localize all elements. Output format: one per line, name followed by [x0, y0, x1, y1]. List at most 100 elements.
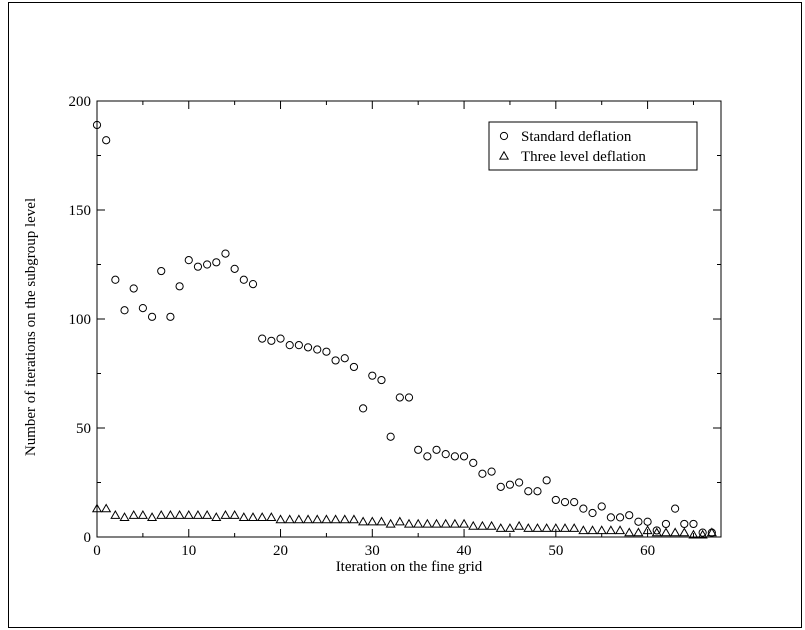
data-point-circle: [625, 511, 634, 520]
data-point-circle: [524, 487, 533, 496]
data-point-circle: [349, 362, 359, 372]
data-point-triangle: [229, 509, 240, 519]
data-point-triangle: [183, 509, 194, 519]
data-point-triangle: [624, 527, 635, 537]
data-point-triangle: [587, 525, 598, 535]
data-point-circle: [340, 354, 349, 363]
data-point-circle: [542, 476, 551, 485]
data-point-circle: [487, 467, 496, 476]
data-point-triangle: [403, 518, 415, 528]
data-point-circle: [258, 334, 267, 343]
data-point-triangle: [119, 512, 130, 522]
legend-label: Standard deflation: [521, 129, 632, 145]
y-tick-label: 0: [84, 530, 92, 546]
data-point-circle: [267, 336, 276, 345]
data-point-circle: [515, 478, 524, 487]
data-point-circle: [212, 258, 221, 267]
data-point-triangle: [642, 525, 653, 535]
data-point-triangle: [532, 523, 543, 532]
data-point-triangle: [605, 525, 616, 535]
data-point-circle: [285, 341, 294, 350]
data-point-triangle: [302, 514, 314, 524]
data-point-circle: [414, 445, 423, 454]
y-tick-label: 200: [69, 94, 92, 110]
data-point-triangle: [266, 512, 277, 522]
data-point-circle: [368, 371, 377, 380]
data-point-circle: [432, 445, 441, 454]
x-tick-label: 0: [93, 543, 101, 559]
data-point-triangle: [358, 516, 369, 526]
data-point-triangle: [330, 514, 341, 524]
data-point-circle: [423, 452, 432, 461]
data-point-triangle: [348, 514, 360, 524]
legend-label: Three level deflation: [521, 149, 646, 165]
data-point-circle: [203, 260, 212, 269]
data-point-triangle: [458, 518, 470, 528]
data-point-triangle: [174, 509, 185, 519]
data-point-circle: [175, 282, 184, 291]
x-tick-label: 20: [273, 543, 288, 559]
data-point-triangle: [91, 503, 103, 513]
data-point-circle: [597, 502, 606, 511]
data-point-triangle: [523, 523, 534, 532]
data-point-triangle: [614, 525, 626, 535]
data-point-circle: [643, 517, 652, 526]
data-point-triangle: [559, 523, 571, 532]
data-point-circle: [634, 517, 643, 526]
data-point-circle: [303, 343, 313, 352]
data-point-triangle: [504, 523, 516, 532]
data-point-triangle: [101, 503, 112, 513]
data-point-triangle: [468, 520, 479, 530]
data-point-triangle: [110, 509, 121, 519]
x-tick-label: 60: [640, 543, 655, 559]
data-point-circle: [322, 347, 331, 356]
y-tick-label: 150: [69, 203, 92, 219]
data-point-triangle: [202, 509, 213, 519]
data-point-triangle: [706, 527, 717, 537]
x-tick-label: 10: [181, 543, 196, 559]
data-point-triangle: [312, 514, 323, 524]
data-point-triangle: [541, 523, 552, 532]
data-point-triangle: [449, 518, 460, 528]
data-point-triangle: [660, 527, 672, 537]
data-point-triangle: [284, 514, 295, 524]
data-point-triangle: [275, 514, 286, 524]
data-point-triangle: [514, 520, 525, 530]
data-point-circle: [661, 519, 671, 529]
data-point-circle: [404, 393, 414, 402]
data-point-circle: [469, 458, 478, 467]
data-point-circle: [120, 306, 129, 315]
data-point-circle: [680, 519, 689, 529]
data-point-circle: [652, 526, 661, 535]
data-point-circle: [441, 450, 450, 459]
data-point-triangle: [192, 509, 204, 519]
data-point-circle: [671, 504, 680, 513]
data-point-triangle: [257, 512, 268, 522]
data-point-triangle: [688, 529, 699, 539]
data-point-triangle: [367, 516, 378, 526]
data-point-circle: [276, 334, 285, 343]
data-point-circle: [239, 275, 248, 284]
data-point-triangle: [165, 509, 176, 519]
data-point-circle: [230, 264, 239, 273]
data-point-circle: [386, 432, 395, 441]
data-point-triangle: [578, 525, 589, 535]
data-point-circle: [129, 284, 138, 293]
data-point-triangle: [293, 514, 304, 524]
data-point-circle: [377, 375, 386, 385]
data-point-triangle: [238, 512, 249, 522]
data-point-triangle: [697, 529, 708, 539]
x-axis-label: Iteration on the fine grid: [336, 559, 483, 575]
y-axis-label: Number of iterations on the subgroup lev…: [23, 198, 39, 456]
data-point-circle: [533, 487, 542, 496]
data-point-circle: [147, 312, 157, 321]
series-2: [91, 503, 717, 539]
data-point-triangle: [670, 527, 681, 537]
data-point-triangle: [679, 527, 690, 537]
data-point-circle: [184, 256, 193, 265]
y-tick-label: 100: [69, 312, 92, 328]
scatter-chart: 0 10 20 30 40 50 60 0 50 100 150 200 Iteration on t…: [23, 94, 722, 575]
data-point-triangle: [211, 512, 222, 522]
series-1: [92, 120, 716, 537]
legend-triangle-marker: [498, 150, 510, 160]
